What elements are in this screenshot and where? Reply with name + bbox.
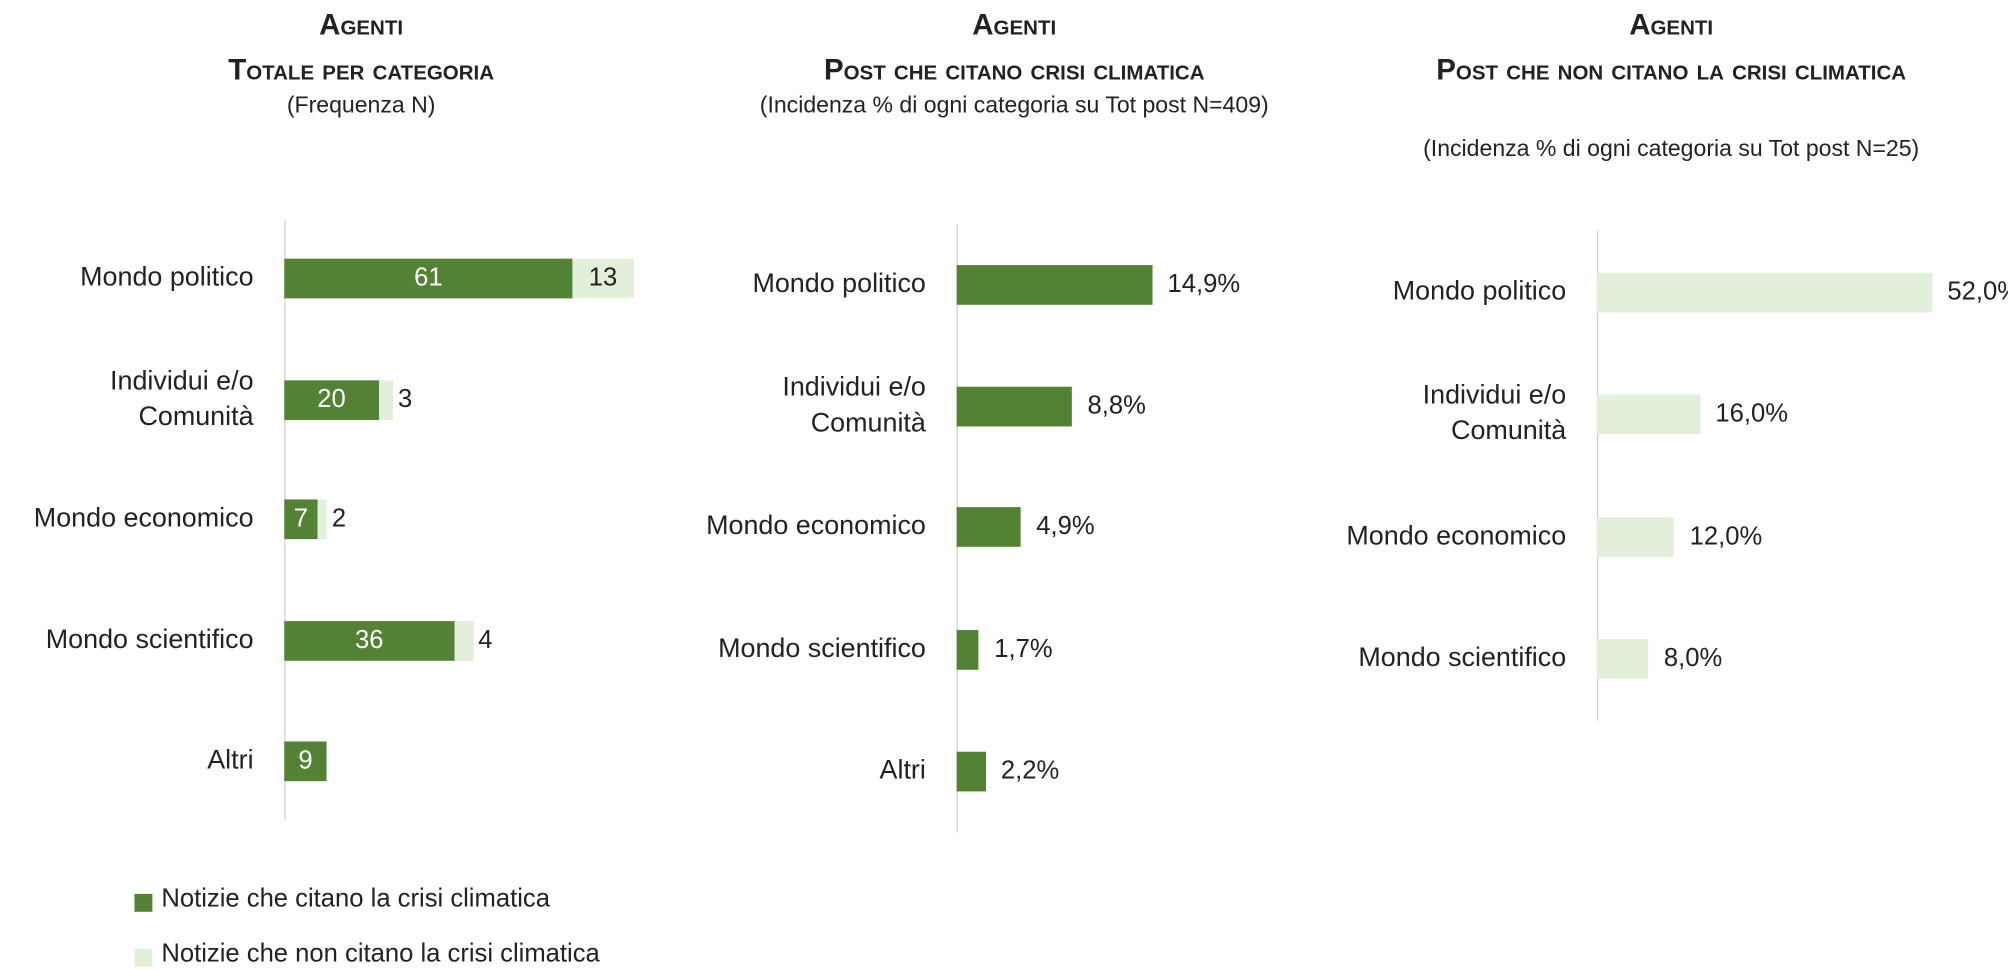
category-label: Mondo politico bbox=[752, 268, 926, 299]
bar-segment bbox=[284, 498, 318, 539]
data-label: 2,2% bbox=[1000, 756, 1060, 786]
bar-segment bbox=[572, 258, 634, 298]
data-label: 13 bbox=[588, 263, 618, 292]
legend-swatch bbox=[134, 948, 153, 967]
data-label: 52,0% bbox=[1947, 277, 2008, 307]
chart-note: (Incidenza % di ogni categoria su Tot po… bbox=[759, 92, 1269, 118]
category-label: Individui e/o Comunità bbox=[1422, 380, 1567, 446]
data-label: 16,0% bbox=[1715, 399, 1789, 428]
category-label: Mondo scientifico bbox=[45, 624, 254, 655]
legend-label: Notizie che non citano la crisi climatic… bbox=[161, 939, 600, 969]
axis-line bbox=[1596, 230, 1599, 721]
category-label: Mondo scientifico bbox=[718, 633, 926, 664]
chart-subtitle: Totale per categoria bbox=[228, 52, 495, 86]
bar bbox=[956, 751, 986, 791]
category-label: Mondo politico bbox=[80, 262, 254, 292]
bar-segment bbox=[317, 498, 327, 539]
chart-title: Agenti bbox=[1629, 7, 1714, 41]
data-label: 7 bbox=[293, 504, 308, 533]
data-label: 4 bbox=[478, 626, 493, 655]
category-label: Mondo economico bbox=[1346, 521, 1567, 551]
bar bbox=[956, 386, 1073, 426]
legend-swatch bbox=[134, 893, 153, 912]
category-label: Mondo economico bbox=[706, 510, 926, 541]
chart-title: Agenti bbox=[319, 7, 404, 41]
data-label: 61 bbox=[414, 263, 443, 292]
category-label: Mondo scientifico bbox=[1358, 642, 1567, 673]
legend-label: Notizie che citano la crisi climatica bbox=[161, 884, 550, 914]
data-label: 20 bbox=[317, 385, 346, 414]
category-label: Mondo economico bbox=[33, 503, 254, 533]
category-label: Individui e/o Comunità bbox=[782, 372, 926, 438]
data-label: 8,0% bbox=[1663, 644, 1723, 673]
chart-note: (Incidenza % di ogni categoria su Tot po… bbox=[1423, 135, 1920, 162]
chart-title: Agenti bbox=[972, 7, 1057, 41]
bar-segment bbox=[284, 379, 379, 420]
bar bbox=[956, 506, 1021, 547]
bar-segment bbox=[284, 258, 573, 298]
bar-segment bbox=[284, 620, 455, 661]
bar bbox=[956, 629, 979, 670]
bar bbox=[1596, 638, 1649, 679]
bar-segment bbox=[284, 740, 327, 781]
data-label: 8,8% bbox=[1087, 391, 1146, 421]
data-label: 4,9% bbox=[1036, 512, 1095, 541]
bar bbox=[1596, 393, 1701, 434]
data-label: 12,0% bbox=[1689, 522, 1763, 551]
chart-subtitle: Post che non citano la crisi climatica bbox=[1436, 52, 1907, 86]
data-label: 3 bbox=[398, 385, 413, 414]
chart-subtitle: Post che citano crisi climatica bbox=[823, 52, 1205, 86]
data-label: 14,9% bbox=[1167, 270, 1241, 299]
bar bbox=[1596, 272, 1933, 312]
chart-note: (Frequenza N) bbox=[286, 92, 436, 118]
data-label: 36 bbox=[355, 626, 384, 655]
bar-segment bbox=[454, 620, 474, 661]
category-label: Altri bbox=[207, 745, 254, 775]
data-label: 2 bbox=[331, 504, 347, 533]
data-label: 9 bbox=[298, 746, 313, 775]
bar bbox=[1596, 516, 1675, 557]
bar bbox=[956, 264, 1153, 305]
category-label: Individui e/o Comunità bbox=[110, 366, 254, 432]
data-label: 1,7% bbox=[994, 635, 1053, 664]
bar-segment bbox=[378, 379, 393, 420]
category-label: Mondo politico bbox=[1392, 276, 1567, 307]
category-label: Altri bbox=[879, 755, 926, 786]
